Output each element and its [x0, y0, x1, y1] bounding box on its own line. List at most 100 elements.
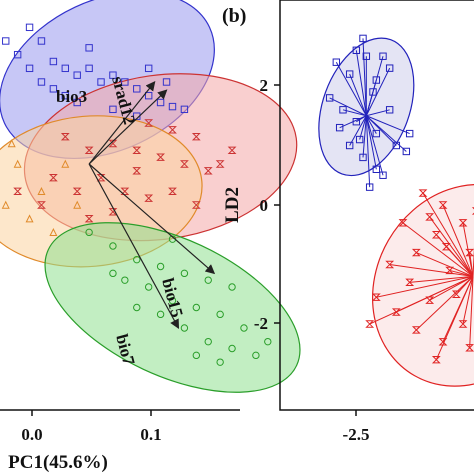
panel-a-x-axis-title: PC1(45.6%): [8, 452, 108, 473]
data-point: [156, 262, 165, 271]
data-point: [144, 194, 154, 202]
data-point: [25, 214, 34, 223]
data-point: [109, 71, 117, 79]
centroid-spoke: [389, 264, 474, 277]
data-point: [451, 290, 461, 298]
centroid-spoke: [365, 115, 371, 188]
data-point: [49, 228, 58, 237]
data-point: [25, 23, 34, 32]
loading-arrow: [88, 81, 156, 165]
data-point: [97, 78, 105, 86]
centroid-spoke: [462, 276, 474, 325]
data-point: [240, 324, 248, 332]
data-point: [325, 94, 334, 102]
data-point: [425, 296, 435, 304]
centroid-spoke: [402, 222, 474, 277]
centroid-spoke: [362, 115, 367, 158]
panel-b-y-tick-label: 0: [260, 196, 269, 215]
data-point: [335, 123, 344, 132]
centroid-spoke: [349, 115, 367, 146]
data-point: [132, 167, 142, 175]
data-point: [109, 269, 117, 278]
data-point: [385, 64, 394, 72]
data-point: [203, 167, 213, 175]
panel-b-y-axis-title: LD2: [222, 187, 243, 223]
centroid-spoke: [422, 192, 474, 277]
centroid-spoke: [349, 73, 367, 116]
data-point: [371, 293, 381, 301]
data-point: [25, 64, 34, 73]
data-point: [120, 187, 130, 196]
data-point: [191, 132, 201, 141]
data-point: [73, 98, 81, 107]
data-point: [352, 118, 361, 126]
data-point: [144, 91, 153, 100]
data-point: [109, 242, 117, 250]
centroid-spoke: [365, 115, 377, 170]
data-point: [61, 91, 69, 100]
data-point: [465, 344, 474, 352]
data-point: [84, 214, 94, 223]
data-point: [339, 106, 347, 114]
data-point: [345, 141, 354, 150]
data-point: [13, 187, 23, 196]
panel-b-spokes: [329, 38, 474, 360]
data-point: [352, 46, 361, 54]
centroid-spoke: [376, 275, 474, 298]
centroid-spoke: [449, 269, 474, 277]
centroid-spoke: [416, 252, 474, 277]
data-point: [168, 126, 177, 134]
data-point: [385, 106, 394, 114]
data-point: [121, 78, 129, 86]
data-point: [359, 34, 367, 43]
panel-a-ellipses: [0, 0, 301, 393]
data-point: [180, 160, 189, 168]
centroid-spoke: [409, 275, 474, 283]
data-point: [1, 200, 10, 209]
loading-arrow: [88, 163, 180, 330]
data-point: [458, 219, 468, 227]
loading-arrow: [88, 163, 216, 275]
data-point: [411, 248, 421, 257]
data-point: [228, 283, 236, 291]
data-point: [252, 351, 260, 360]
data-point: [216, 310, 224, 319]
data-point: [215, 160, 225, 168]
data-point: [438, 201, 448, 209]
data-point: [372, 129, 381, 138]
data-point: [398, 219, 408, 227]
centroid-spoke: [445, 246, 474, 277]
data-point: [192, 303, 201, 312]
centroid-spoke: [365, 67, 391, 116]
data-point: [37, 78, 46, 86]
data-point: [13, 159, 22, 168]
data-point: [216, 358, 224, 366]
data-point: [431, 356, 441, 364]
centroid-spoke: [366, 115, 410, 135]
data-point: [391, 308, 401, 316]
data-point: [372, 76, 381, 84]
data-point: [227, 146, 237, 155]
data-point: [61, 64, 69, 73]
data-point: [355, 135, 364, 144]
panel-b-lda-plot: 2 0 -2 LD2 -2.5 (b): [222, 0, 474, 444]
data-point: [48, 173, 58, 182]
data-point: [73, 71, 81, 79]
data-point: [37, 37, 46, 45]
data-point: [392, 141, 401, 150]
data-point: [60, 132, 70, 141]
data-point: [121, 276, 129, 284]
data-point: [49, 85, 58, 93]
data-point: [365, 320, 375, 328]
data-point: [191, 201, 201, 209]
data-point: [445, 266, 455, 275]
data-point: [431, 231, 441, 239]
data-point: [61, 159, 70, 168]
data-point: [84, 146, 94, 155]
data-point: [369, 88, 377, 96]
data-point: [85, 228, 93, 237]
panel-a-x-tick-label: 0.1: [140, 425, 161, 444]
centroid-spoke: [469, 276, 474, 348]
